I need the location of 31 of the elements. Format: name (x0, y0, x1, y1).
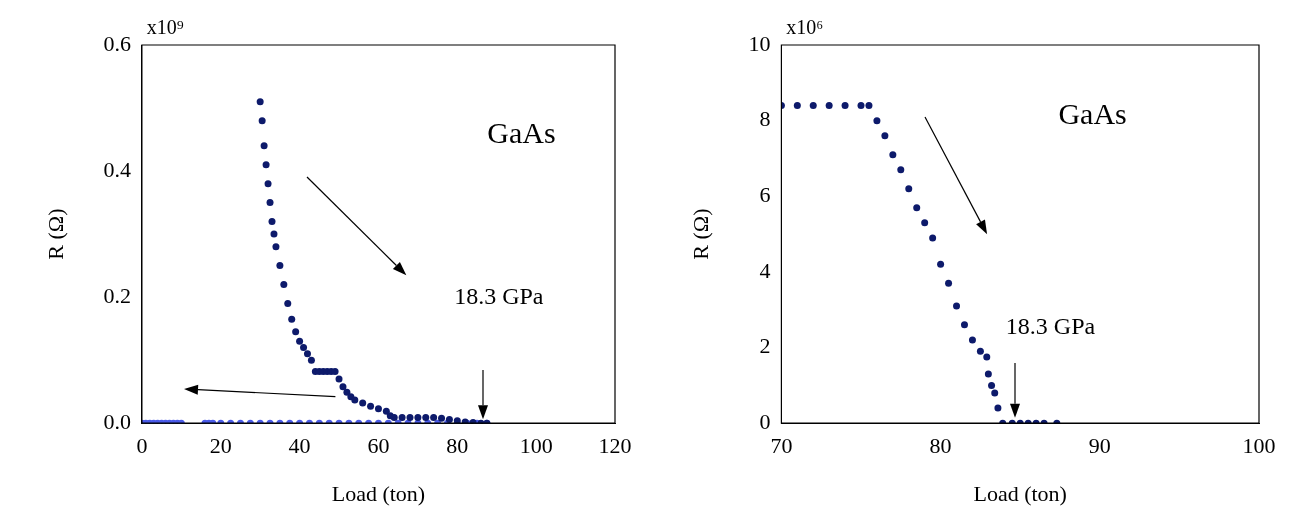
y-tick-label: 10 (748, 30, 771, 56)
text: x10⁶ (786, 15, 824, 39)
y-tick-label: 6 (759, 182, 771, 208)
x-tick-label: 20 (209, 433, 232, 459)
annotation: 18.3 GPa (1005, 312, 1096, 340)
y-tick-label: 4 (759, 257, 771, 283)
annotation: GaAs (487, 116, 556, 151)
x-tick-label: 120 (598, 433, 632, 459)
text: x10⁹ (146, 15, 184, 39)
y-tick-label: 0.6 (103, 30, 131, 56)
y-tick-label: 0.4 (103, 156, 131, 182)
x-tick-label: 60 (367, 433, 390, 459)
x-tick-label: 80 (446, 433, 469, 459)
x-tick-label: 100 (1242, 433, 1276, 459)
x-axis-title: Load (ton) (331, 480, 426, 506)
x-tick-label: 80 (929, 433, 952, 459)
x-tick-label: 90 (1088, 433, 1111, 459)
y-axis-title: R (Ω) (687, 208, 713, 260)
x-tick-label: 70 (770, 433, 793, 459)
x-tick-label: 40 (288, 433, 311, 459)
x-axis-title: Load (ton) (973, 480, 1067, 506)
y-tick-label: 8 (759, 106, 771, 132)
y-axis-title: R (Ω) (42, 208, 68, 260)
y-tick-label: 0 (759, 408, 771, 434)
y-tick-label: 2 (759, 333, 771, 359)
annotation: 18.3 GPa (454, 282, 544, 310)
y-tick-label: 0.0 (103, 408, 131, 434)
x-tick-label: 0 (136, 433, 148, 459)
y-tick-label: 0.2 (103, 282, 131, 308)
annotation: GaAs (1058, 97, 1127, 132)
x-tick-label: 100 (519, 433, 553, 459)
